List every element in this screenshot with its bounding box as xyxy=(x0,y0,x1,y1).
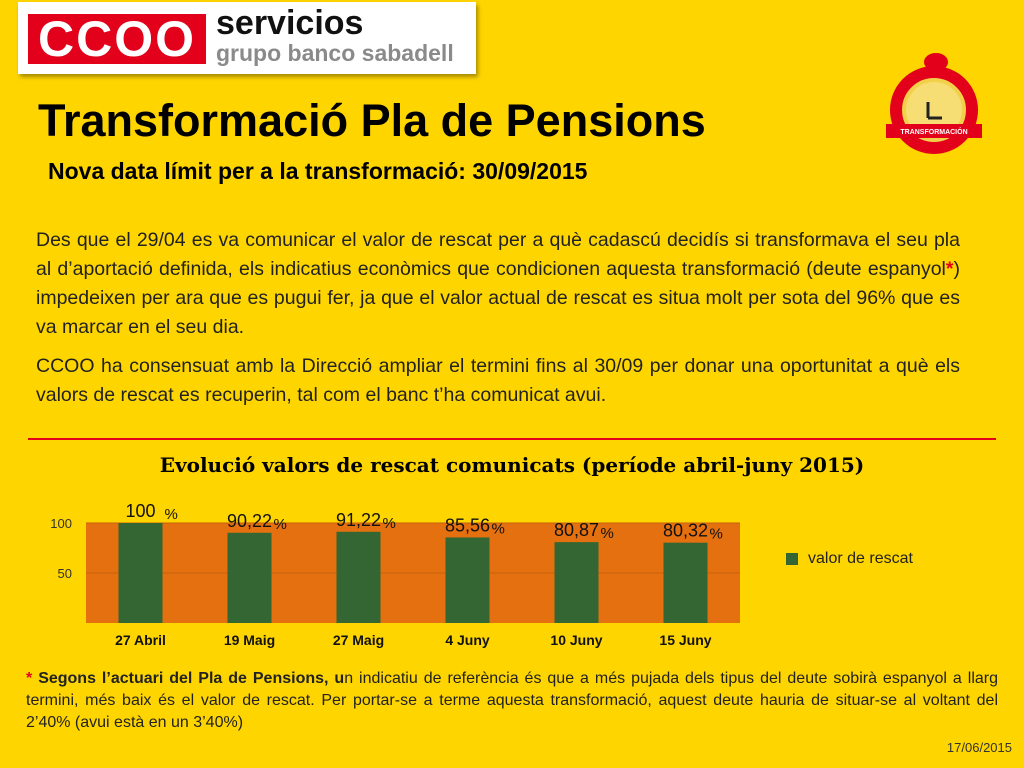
page-title: Transformació Pla de Pensions xyxy=(38,95,706,146)
bar-value-label: 80,87 xyxy=(554,520,599,540)
y-tick-label: 100 xyxy=(50,516,72,531)
x-category-label: 10 Juny xyxy=(550,632,602,648)
bar xyxy=(118,523,163,623)
bar xyxy=(227,532,272,623)
bar-unit-label: % xyxy=(165,506,178,523)
chart-legend: valor de rescat xyxy=(786,550,913,568)
paragraph-1-text-a: Des que el 29/04 es va comunicar el valo… xyxy=(36,229,960,280)
bar-unit-label: % xyxy=(274,516,287,533)
paragraph-1-text-b: ) impedeixen per ara que es pugui fer, j… xyxy=(36,258,960,338)
bar-unit-label: % xyxy=(383,515,396,532)
bar-unit-label: % xyxy=(601,525,614,542)
footnote-text: n indicatiu de referència és que a més p… xyxy=(26,670,999,731)
slide-date: 17/06/2015 xyxy=(946,740,1012,755)
paragraph-2: CCOO ha consensuat amb la Direcció ampli… xyxy=(36,355,960,406)
legend-label: valor de rescat xyxy=(808,550,913,567)
footnote-bold-text: Segons l’actuari del Pla de Pensions, u xyxy=(38,670,345,687)
x-category-label: 15 Juny xyxy=(659,632,711,648)
bar xyxy=(554,542,599,623)
ccoo-logo-mark: CCOO xyxy=(28,14,206,64)
asterisk-marker: * xyxy=(945,258,954,280)
footnote: * Segons l’actuari del Pla de Pensions, … xyxy=(26,668,998,734)
x-category-label: 27 Maig xyxy=(333,632,384,648)
legend-swatch xyxy=(786,553,798,565)
bar-value-label: 85,56 xyxy=(445,515,490,535)
x-category-label: 4 Juny xyxy=(445,632,490,648)
ccoo-logo: CCOO servicios grupo banco sabadell xyxy=(18,2,476,74)
bar-unit-label: % xyxy=(710,526,723,543)
paragraph-1: Des que el 29/04 es va comunicar el valo… xyxy=(36,226,960,342)
chart-title: Evolució valors de rescat comunicats (pe… xyxy=(159,453,865,477)
bar-unit-label: % xyxy=(492,520,505,537)
bar-value-label: 91,22 xyxy=(336,510,381,530)
logo-grupo-text: grupo banco sabadell xyxy=(216,40,454,66)
bar xyxy=(445,537,490,623)
y-tick-label: 50 xyxy=(58,566,72,581)
bar xyxy=(663,542,708,623)
bar-value-label: 80,32 xyxy=(663,521,708,541)
badge-banner xyxy=(886,124,982,138)
bar-value-label: 90,22 xyxy=(227,511,272,531)
transformation-badge-icon: TRANSFORMACIÓN xyxy=(886,53,982,154)
x-category-label: 27 Abril xyxy=(115,632,166,648)
footnote-asterisk: * xyxy=(26,670,33,687)
page-subtitle: Nova data límit per a la transformació: … xyxy=(48,158,588,184)
divider-line xyxy=(28,438,996,440)
bar xyxy=(336,531,381,623)
bar-chart: 100 50 100 % 27 Abril 90,22 % 19 Maig 91,22 % 27 M… xyxy=(50,501,740,648)
x-category-label: 19 Maig xyxy=(224,632,275,648)
logo-servicios-text: servicios xyxy=(216,4,364,42)
badge-label: TRANSFORMACIÓN xyxy=(900,127,967,136)
bar-value-label: 100 xyxy=(125,501,155,521)
